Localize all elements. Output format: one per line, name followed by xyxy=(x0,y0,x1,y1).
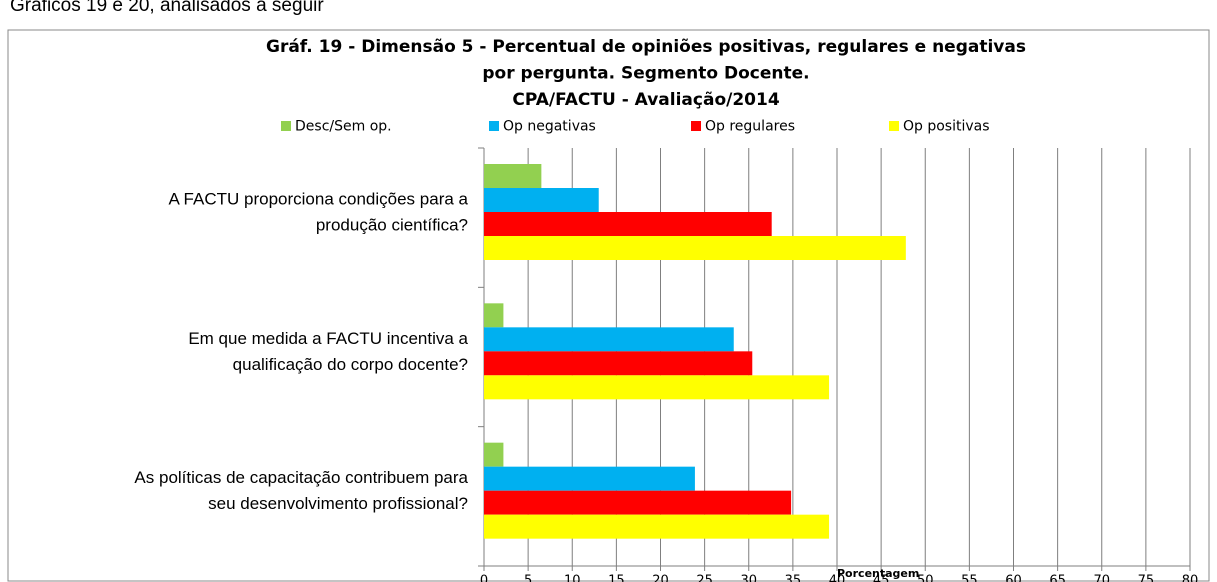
x-tick-label: 60 xyxy=(1005,574,1022,582)
y-tick-label: qualificação do corpo docente? xyxy=(233,355,468,374)
bar xyxy=(484,351,753,376)
legend-label: Op negativas xyxy=(503,119,596,135)
legend-swatch xyxy=(691,121,701,131)
x-tick-label: 75 xyxy=(1138,574,1155,582)
chart-title: Gráf. 19 - Dimensão 5 - Percentual de op… xyxy=(266,37,1026,57)
x-tick-label: 0 xyxy=(480,574,488,582)
x-tick-label: 10 xyxy=(564,574,581,582)
bar xyxy=(484,466,695,491)
legend-swatch xyxy=(489,121,499,131)
x-tick-label: 15 xyxy=(608,574,625,582)
x-tick-label: 5 xyxy=(524,574,532,582)
legend-label: Desc/Sem op. xyxy=(295,119,392,135)
y-tick-label: Em que medida a FACTU incentiva a xyxy=(188,329,468,348)
x-tick-label: 50 xyxy=(917,574,934,582)
chart-title: CPA/FACTU - Avaliação/2014 xyxy=(512,90,779,110)
x-tick-label: 40 xyxy=(829,574,846,582)
y-tick-label: seu desenvolvimento profissional? xyxy=(208,494,468,513)
x-tick-label: 70 xyxy=(1093,574,1110,582)
bar xyxy=(484,375,830,400)
legend-label: Op positivas xyxy=(903,119,990,135)
x-tick-label: 35 xyxy=(785,574,802,582)
bar xyxy=(484,164,542,188)
x-tick-label: 55 xyxy=(961,574,978,582)
x-tick-label: 20 xyxy=(652,574,669,582)
bar xyxy=(484,514,830,539)
bar xyxy=(484,212,772,236)
bar xyxy=(484,490,792,515)
bar xyxy=(484,236,906,260)
x-tick-label: 80 xyxy=(1182,574,1199,582)
x-tick-label: 30 xyxy=(740,574,757,582)
bar xyxy=(484,188,599,212)
bar xyxy=(484,303,504,328)
y-tick-label: produção científica? xyxy=(316,215,468,234)
y-tick-label: A FACTU proporciona condições para a xyxy=(168,189,468,208)
bar xyxy=(484,327,734,352)
legend-label: Op regulares xyxy=(705,119,795,135)
legend-swatch xyxy=(889,121,899,131)
legend-swatch xyxy=(281,121,291,131)
document-text: Gráficos 19 e 20, analisados a seguir xyxy=(10,0,324,16)
x-axis-label: Porcentagem xyxy=(837,567,919,580)
y-tick-label: As políticas de capacitação contribuem p… xyxy=(134,468,468,487)
x-tick-label: 45 xyxy=(873,574,890,582)
x-tick-label: 65 xyxy=(1049,574,1066,582)
x-tick-label: 25 xyxy=(696,574,713,582)
bar xyxy=(484,442,504,467)
chart-title: por pergunta. Segmento Docente. xyxy=(482,64,809,84)
